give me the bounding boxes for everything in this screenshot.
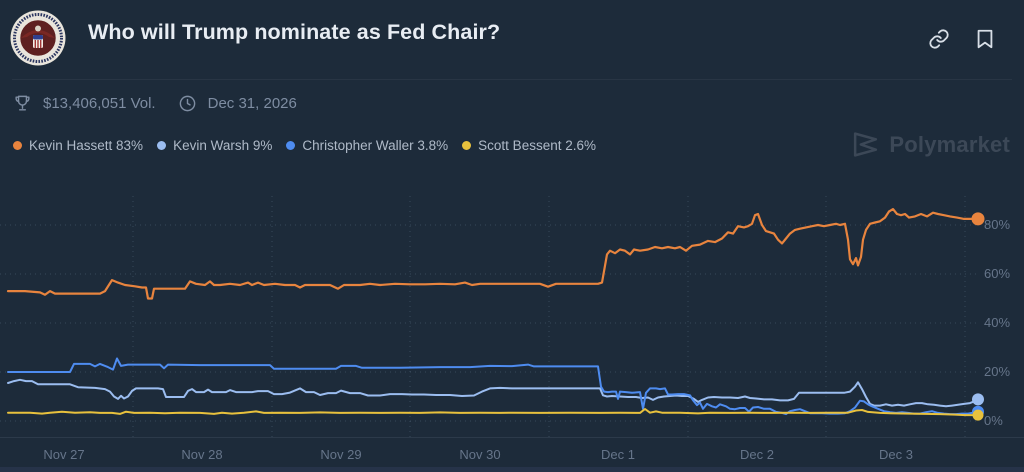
y-axis-label: 20% (984, 364, 1011, 379)
x-axis-label: Nov 27 (43, 447, 85, 462)
legend-item[interactable]: Christopher Waller 3.8% (286, 138, 448, 153)
y-axis-label: 80% (984, 217, 1011, 232)
polymarket-logo-icon (854, 132, 878, 157)
clock-icon (179, 95, 195, 112)
legend-dot-icon (157, 141, 167, 150)
legend-dot-icon (462, 141, 472, 150)
series-line-kevin-hassett (6, 208, 980, 300)
current-value-dot-kevin-hassett (971, 212, 985, 226)
link-icon (929, 29, 949, 49)
x-axis-label: Nov 29 (320, 447, 362, 462)
end-date: Dec 31, 2026 (207, 95, 297, 112)
legend-label: Scott Bessent 2.6% (478, 138, 596, 153)
y-axis-label: 0% (984, 413, 1003, 428)
trophy-icon (15, 95, 30, 111)
chart-legend: Kevin Hassett 83% Kevin Warsh 9% Christoph… (13, 138, 596, 153)
header-divider (12, 79, 1012, 80)
series-line-scott-bessent (7, 408, 979, 417)
bottom-card-edge (0, 467, 1024, 472)
x-axis-label: Dec 2 (740, 447, 774, 462)
x-axis-label: Nov 30 (459, 447, 501, 462)
legend-dot-icon (13, 141, 22, 150)
market-meta: $13,406,051 Vol. Dec 31, 2026 (13, 94, 297, 113)
header-actions (928, 28, 996, 50)
legend-item[interactable]: Scott Bessent 2.6% (462, 138, 596, 153)
legend-label: Christopher Waller 3.8% (302, 138, 449, 153)
series-line-kevin-warsh (7, 378, 979, 408)
current-value-dot-kevin-warsh (972, 393, 984, 406)
page-title: Who will Trump nominate as Fed Chair? (88, 20, 501, 44)
legend-label: Kevin Warsh 9% (173, 138, 273, 153)
polymarket-logo-text: Polymarket (889, 131, 1010, 157)
x-axis-label: Dec 3 (879, 447, 913, 462)
bookmark-icon (977, 29, 993, 49)
bookmark-button[interactable] (974, 28, 996, 50)
legend-dot-icon (286, 141, 296, 150)
volume-value: $13,406,051 Vol. (43, 95, 156, 112)
federal-reserve-seal-logo (10, 10, 66, 66)
legend-item[interactable]: Kevin Warsh 9% (157, 138, 272, 153)
series-line-christopher-waller (7, 357, 979, 416)
x-axis-label: Nov 28 (181, 447, 223, 462)
y-axis-label: 40% (984, 315, 1011, 330)
y-axis-label: 60% (984, 266, 1011, 281)
legend-item[interactable]: Kevin Hassett 83% (13, 138, 143, 153)
current-value-dot-scott-bessent (972, 409, 984, 421)
copy-link-button[interactable] (928, 28, 950, 50)
polymarket-watermark: Polymarket (851, 130, 1010, 159)
legend-label: Kevin Hassett 83% (29, 138, 144, 153)
x-axis-label: Dec 1 (601, 447, 635, 462)
